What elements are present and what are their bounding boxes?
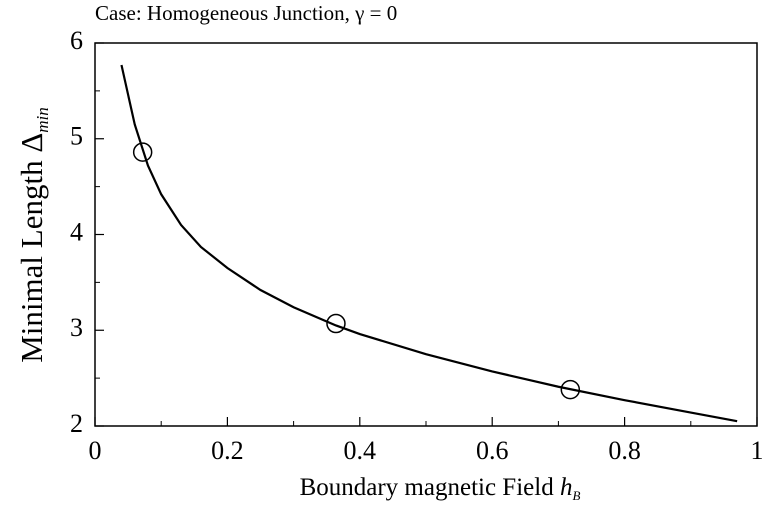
x-tick-label: 0.2 [211, 436, 244, 465]
x-label-subscript: B [572, 488, 580, 503]
x-tick-label: 0.4 [344, 436, 377, 465]
y-tick-label: 2 [70, 409, 83, 438]
chart-title: Case: Homogeneous Junction, γ = 0 [95, 1, 397, 25]
data-point [326, 313, 346, 334]
y-tick-label: 4 [70, 217, 83, 246]
plot-frame [94, 42, 758, 427]
y-label-symbol: Δ [14, 133, 49, 153]
y-label-text: Minimal Length [14, 160, 49, 363]
y-tick-label: 5 [70, 122, 83, 151]
x-label-text: Boundary magnetic Field [300, 474, 555, 501]
y-tick-label: 3 [70, 313, 83, 342]
curve [120, 64, 738, 423]
y-tick-label: 6 [70, 26, 83, 55]
x-axis-label: Boundary magnetic Field hB [300, 474, 581, 503]
x-tick-label: 0 [89, 436, 102, 465]
data-point [560, 379, 581, 400]
x-label-symbol: h [560, 474, 573, 501]
y-label-subscript: min [33, 107, 52, 133]
x-tick-label: 0.8 [608, 436, 641, 465]
x-tick-label: 1 [751, 436, 762, 465]
x-tick-label: 0.6 [476, 436, 509, 465]
data-point [132, 142, 153, 162]
y-axis-label: Minimal Length Δmin [14, 107, 52, 363]
